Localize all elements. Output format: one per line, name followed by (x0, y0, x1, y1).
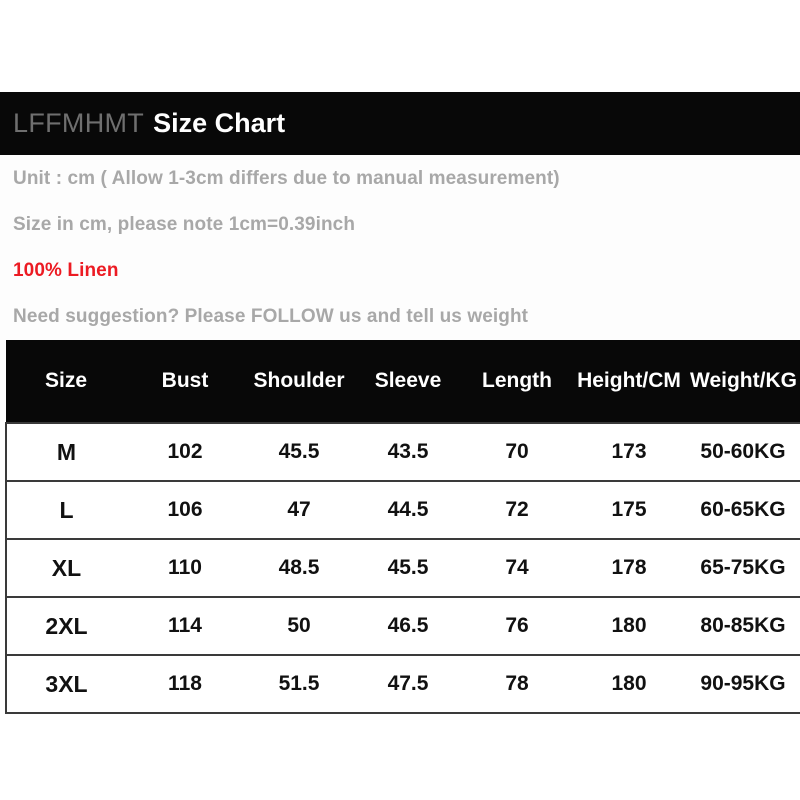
cell-length: 76 (462, 596, 572, 656)
cell-sleeve: 47.5 (354, 654, 462, 714)
cell-height: 173 (572, 422, 686, 482)
cell-size: 3XL (5, 654, 126, 714)
cell-bust: 110 (126, 538, 244, 598)
info-line-suggestion: Need suggestion? Please FOLLOW us and te… (13, 306, 529, 327)
table-row: XL 110 48.5 45.5 74 178 65-75KG (5, 538, 800, 598)
table-row: L 106 47 44.5 72 175 60-65KG (5, 480, 800, 540)
cell-height: 178 (572, 538, 686, 598)
cell-size: M (5, 422, 126, 482)
column-header-weight: Weight/KG (690, 369, 797, 392)
column-header-height: Height/CM (577, 369, 681, 392)
info-line-material: 100% Linen (13, 260, 119, 281)
cell-bust: 118 (126, 654, 244, 714)
table-body: M 102 45.5 43.5 70 173 50-60KG L 106 47 … (5, 422, 800, 714)
table-row: 2XL 114 50 46.5 76 180 80-85KG (5, 596, 800, 656)
cell-sleeve: 43.5 (354, 422, 462, 482)
size-table: Size Bust Shoulder Sleeve Length Height/… (5, 340, 800, 714)
cell-length: 72 (462, 480, 572, 540)
cell-size: 2XL (5, 596, 126, 656)
column-header-bust: Bust (161, 369, 209, 392)
page-title: Size Chart (153, 108, 286, 138)
cell-weight: 50-60KG (686, 422, 800, 482)
cell-height: 180 (572, 596, 686, 656)
cell-sleeve: 46.5 (354, 596, 462, 656)
size-table-container: Size Bust Shoulder Sleeve Length Height/… (5, 340, 800, 714)
cell-sleeve: 44.5 (354, 480, 462, 540)
column-header-size: Size (44, 369, 88, 392)
cell-bust: 106 (126, 480, 244, 540)
info-line-unit: Unit : cm ( Allow 1-3cm differs due to m… (13, 168, 560, 189)
table-header-row: Size Bust Shoulder Sleeve Length Height/… (6, 340, 800, 423)
table-row: 3XL 118 51.5 47.5 78 180 90-95KG (5, 654, 800, 714)
cell-shoulder: 48.5 (244, 538, 354, 598)
cell-bust: 114 (126, 596, 244, 656)
column-header-shoulder: Shoulder (253, 369, 345, 392)
cell-height: 175 (572, 480, 686, 540)
cell-shoulder: 51.5 (244, 654, 354, 714)
cell-shoulder: 47 (244, 480, 354, 540)
column-header-sleeve: Sleeve (374, 369, 442, 392)
title-bar: LFFMHMT Size Chart (0, 92, 800, 155)
cell-weight: 65-75KG (686, 538, 800, 598)
cell-sleeve: 45.5 (354, 538, 462, 598)
cell-weight: 60-65KG (686, 480, 800, 540)
cell-height: 180 (572, 654, 686, 714)
table-header: Size Bust Shoulder Sleeve Length Height/… (6, 340, 800, 423)
table-row: M 102 45.5 43.5 70 173 50-60KG (5, 422, 800, 482)
info-panel: Unit : cm ( Allow 1-3cm differs due to m… (0, 155, 800, 340)
brand-name: LFFMHMT (13, 108, 145, 138)
cell-shoulder: 45.5 (244, 422, 354, 482)
info-line-conversion: Size in cm, please note 1cm=0.39inch (13, 214, 356, 235)
cell-weight: 80-85KG (686, 596, 800, 656)
cell-length: 78 (462, 654, 572, 714)
cell-length: 74 (462, 538, 572, 598)
cell-size: L (5, 480, 126, 540)
cell-shoulder: 50 (244, 596, 354, 656)
cell-bust: 102 (126, 422, 244, 482)
cell-length: 70 (462, 422, 572, 482)
column-header-length: Length (482, 369, 552, 392)
cell-size: XL (5, 538, 126, 598)
cell-weight: 90-95KG (686, 654, 800, 714)
